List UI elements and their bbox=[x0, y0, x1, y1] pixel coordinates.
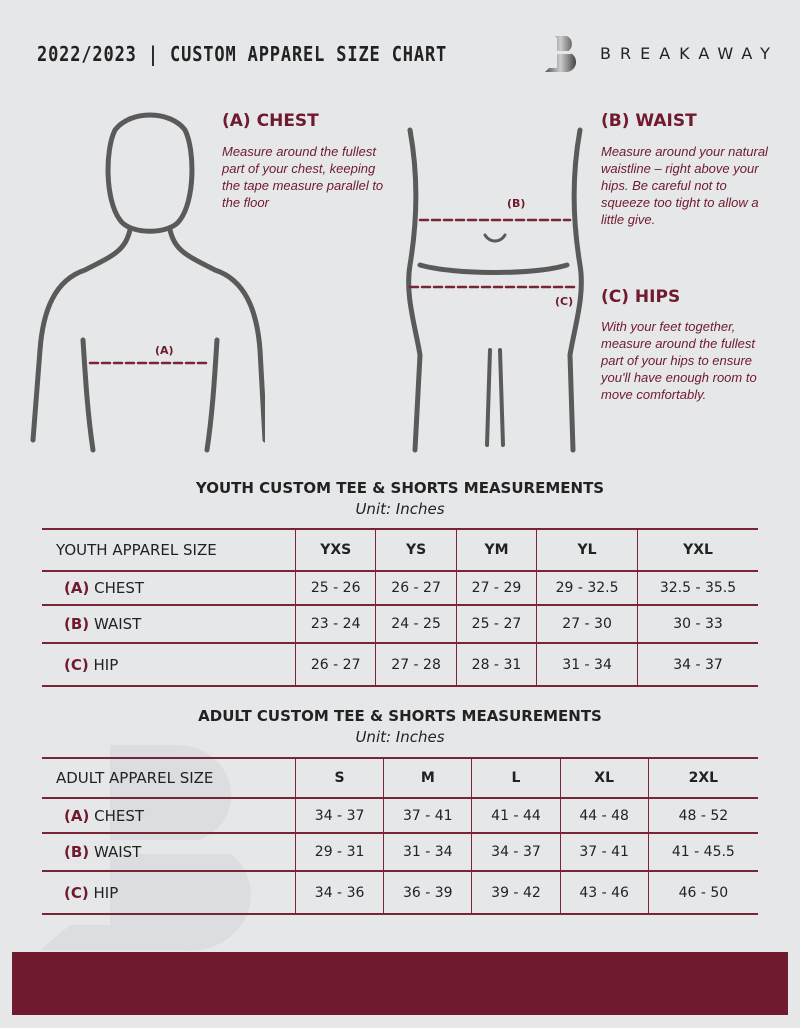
table-cell: 27 - 28 bbox=[375, 642, 457, 687]
table-cell: 24 - 25 bbox=[375, 604, 457, 644]
size-header: M bbox=[383, 757, 472, 799]
table-cell: 43 - 46 bbox=[559, 870, 649, 915]
row-name: WAIST bbox=[93, 615, 142, 633]
table-cell: 37 - 41 bbox=[559, 832, 649, 872]
chest-marker: (A) bbox=[155, 344, 174, 357]
row-letter: (B) bbox=[64, 615, 90, 633]
table-cell: 46 - 50 bbox=[647, 870, 758, 915]
row-name: WAIST bbox=[93, 843, 142, 861]
waist-marker: (B) bbox=[507, 197, 526, 210]
size-header: YXL bbox=[636, 528, 758, 572]
table-cell: 44 - 48 bbox=[559, 797, 649, 834]
youth-size-table: YOUTH APPAREL SIZE YXS YS YM YL YXL (A) … bbox=[42, 528, 758, 687]
youth-unit: Unit: Inches bbox=[355, 500, 445, 518]
chest-instructions: Measure around the fullest part of your … bbox=[222, 144, 384, 210]
hips-marker: (C) bbox=[555, 295, 574, 308]
table-cell: 25 - 26 bbox=[294, 570, 376, 606]
row-letter: (A) bbox=[64, 579, 90, 597]
adult-unit: Unit: Inches bbox=[355, 728, 445, 746]
row-name: HIP bbox=[93, 883, 119, 902]
table-cell: 25 - 27 bbox=[455, 604, 537, 644]
table-header-row: ADULT APPAREL SIZE S M L XL 2XL bbox=[42, 757, 758, 799]
hips-heading: (C) HIPS bbox=[601, 287, 681, 307]
table-cell: 30 - 33 bbox=[636, 604, 758, 644]
row-letter: (C) bbox=[64, 655, 89, 674]
table-cell: 34 - 37 bbox=[294, 797, 384, 834]
row-letter: (B) bbox=[64, 843, 90, 861]
size-header: S bbox=[294, 757, 384, 799]
table-cell: 23 - 24 bbox=[294, 604, 376, 644]
row-name: HIP bbox=[93, 655, 119, 674]
table-cell: 29 - 32.5 bbox=[536, 570, 638, 606]
table-row: (C) HIP 26 - 27 27 - 28 28 - 31 31 - 34 … bbox=[42, 642, 758, 687]
youth-table-title: YOUTH CUSTOM TEE & SHORTS MEASUREMENTS bbox=[195, 479, 605, 497]
size-header: YM bbox=[455, 528, 537, 572]
brand-name: BREAKAWAY bbox=[600, 44, 779, 63]
youth-corner-label: YOUTH APPAREL SIZE bbox=[42, 528, 296, 572]
table-row: (A) CHEST 34 - 37 37 - 41 41 - 44 44 - 4… bbox=[42, 797, 758, 834]
page-title: 2022/2023 | CUSTOM APPAREL SIZE CHART bbox=[37, 42, 448, 66]
adult-corner-label: ADULT APPAREL SIZE bbox=[42, 757, 296, 799]
row-name: CHEST bbox=[94, 579, 145, 597]
breakaway-logo-icon bbox=[545, 36, 577, 73]
table-cell: 27 - 29 bbox=[455, 570, 537, 606]
table-cell: 31 - 34 bbox=[536, 642, 638, 687]
table-cell: 27 - 30 bbox=[536, 604, 638, 644]
footer-band bbox=[12, 952, 788, 1015]
table-cell: 36 - 39 bbox=[383, 870, 472, 915]
table-row: (C) HIP 34 - 36 36 - 39 39 - 42 43 - 46 … bbox=[42, 870, 758, 915]
waist-heading: (B) WAIST bbox=[601, 111, 697, 131]
table-cell: 37 - 41 bbox=[383, 797, 472, 834]
row-name: CHEST bbox=[94, 806, 145, 825]
table-cell: 41 - 45.5 bbox=[647, 832, 758, 872]
table-cell: 28 - 31 bbox=[455, 642, 537, 687]
table-cell: 34 - 37 bbox=[636, 642, 758, 687]
adult-table-title: ADULT CUSTOM TEE & SHORTS MEASUREMENTS bbox=[198, 707, 602, 725]
table-cell: 34 - 37 bbox=[471, 832, 561, 872]
row-letter: (C) bbox=[64, 883, 89, 902]
size-header: 2XL bbox=[647, 757, 758, 799]
upper-body-figure bbox=[30, 112, 265, 453]
size-header: YS bbox=[375, 528, 457, 572]
row-label: (C) HIP bbox=[42, 642, 296, 687]
table-row: (B) WAIST 29 - 31 31 - 34 34 - 37 37 - 4… bbox=[42, 832, 758, 872]
table-cell: 29 - 31 bbox=[294, 832, 384, 872]
row-label: (A) CHEST bbox=[42, 797, 296, 834]
size-header: L bbox=[471, 757, 561, 799]
table-row: (B) WAIST 23 - 24 24 - 25 25 - 27 27 - 3… bbox=[42, 604, 758, 644]
table-cell: 32.5 - 35.5 bbox=[636, 570, 758, 606]
row-label: (B) WAIST bbox=[42, 832, 296, 872]
table-header-row: YOUTH APPAREL SIZE YXS YS YM YL YXL bbox=[42, 528, 758, 572]
size-header: XL bbox=[559, 757, 649, 799]
hips-instructions: With your feet together, measure around … bbox=[601, 319, 757, 402]
chest-heading: (A) CHEST bbox=[222, 111, 319, 131]
table-cell: 26 - 27 bbox=[294, 642, 376, 687]
row-letter: (A) bbox=[64, 806, 90, 825]
size-header: YL bbox=[536, 528, 638, 572]
row-label: (C) HIP bbox=[42, 870, 296, 915]
row-label: (B) WAIST bbox=[42, 604, 296, 644]
lower-body-figure bbox=[406, 127, 584, 453]
table-cell: 39 - 42 bbox=[471, 870, 561, 915]
table-cell: 34 - 36 bbox=[294, 870, 384, 915]
table-cell: 26 - 27 bbox=[375, 570, 457, 606]
table-cell: 31 - 34 bbox=[383, 832, 472, 872]
table-cell: 48 - 52 bbox=[647, 797, 758, 834]
row-label: (A) CHEST bbox=[42, 570, 296, 606]
adult-size-table: ADULT APPAREL SIZE S M L XL 2XL (A) CHES… bbox=[42, 757, 758, 915]
waist-instructions: Measure around your natural waistline – … bbox=[601, 144, 768, 227]
table-cell: 41 - 44 bbox=[471, 797, 561, 834]
size-header: YXS bbox=[294, 528, 376, 572]
table-row: (A) CHEST 25 - 26 26 - 27 27 - 29 29 - 3… bbox=[42, 570, 758, 606]
